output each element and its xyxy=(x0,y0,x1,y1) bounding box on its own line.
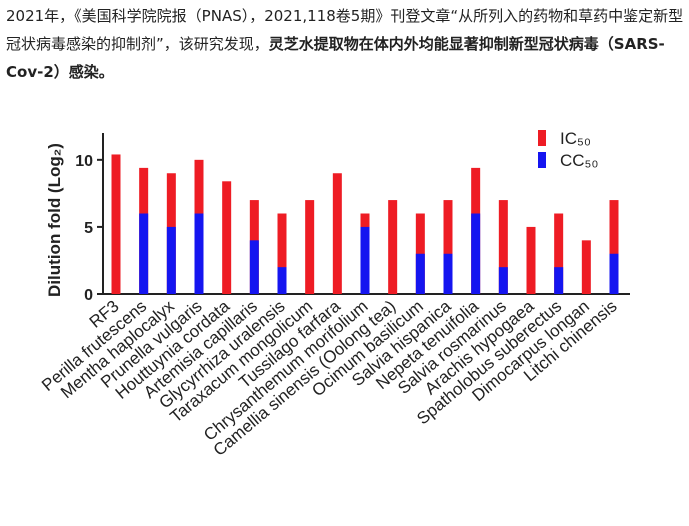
bar xyxy=(139,213,149,294)
bar xyxy=(415,253,425,294)
legend-label: CC₅₀ xyxy=(560,151,598,170)
bar xyxy=(554,213,564,294)
bar xyxy=(332,173,342,294)
bar xyxy=(222,181,232,294)
bar xyxy=(443,253,453,294)
bar xyxy=(554,267,564,294)
bar xyxy=(498,267,508,294)
legend-swatch xyxy=(538,152,546,168)
bar xyxy=(277,213,287,294)
bar xyxy=(526,226,536,294)
bar xyxy=(277,267,287,294)
bar xyxy=(360,226,370,294)
text: 2021年，《美国科学院院报（PNAS），2021,118卷5期》刊登文章“从所… xyxy=(6,7,684,53)
bar xyxy=(388,200,398,294)
bar xyxy=(305,200,315,294)
legend-swatch xyxy=(538,130,546,146)
bar xyxy=(581,240,591,294)
bar xyxy=(471,213,481,294)
y-axis-label: Dilution fold (Log₂) xyxy=(45,143,64,297)
bar xyxy=(609,253,619,294)
bar xyxy=(249,240,259,294)
bar xyxy=(443,200,453,294)
y-tick-label: 10 xyxy=(75,153,93,170)
legend-label: IC₅₀ xyxy=(560,129,591,148)
bar xyxy=(194,213,204,294)
article-text: 2021年，《美国科学院院报（PNAS），2021,118卷5期》刊登文章“从所… xyxy=(6,2,684,86)
y-tick-label: 0 xyxy=(84,287,93,304)
bar xyxy=(498,200,508,294)
bold-text: 灵芝水提取物在体内外均能显著抑制新型冠状病毒（SARS-Cov-2）感染。 xyxy=(6,35,665,81)
y-tick-label: 5 xyxy=(84,220,93,237)
bar xyxy=(166,226,176,294)
bar xyxy=(111,154,121,294)
bar xyxy=(609,200,619,294)
